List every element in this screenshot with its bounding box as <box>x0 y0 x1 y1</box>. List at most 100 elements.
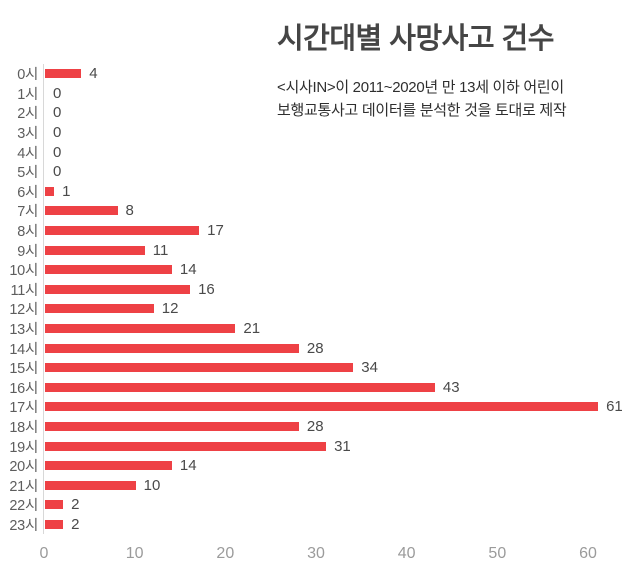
bar-area: 14 <box>43 259 634 280</box>
value-label: 0 <box>53 124 62 142</box>
value-label: 12 <box>161 300 179 318</box>
chart-subtitle-line2: 보행교통사고 데이터를 분석한 것을 토대로 제작 <box>277 101 567 119</box>
bar <box>45 421 299 431</box>
chart-row: 23시 2 <box>0 514 634 535</box>
bar-area: 0 <box>43 142 634 162</box>
chart-rows: 0시 4 1시 0 2시 0 3시 0 4시 0 5시 0 6시 1 7시 8 8시 17 9시 11 10시 14 11시… <box>0 64 634 535</box>
bar-area: 2 <box>43 514 634 535</box>
category-label: 6시 <box>17 184 38 201</box>
bar-area: 21 <box>43 318 634 339</box>
value-label: 10 <box>143 476 161 494</box>
bar-area: 16 <box>43 279 634 300</box>
bar-area: 12 <box>43 299 634 319</box>
category-label: 14시 <box>9 341 38 358</box>
bar <box>45 363 354 373</box>
x-tick-label: 0 <box>39 545 49 562</box>
bar-area: 28 <box>43 338 634 358</box>
chart-row: 20시 14 <box>0 455 634 476</box>
value-label: 0 <box>53 163 62 181</box>
chart-row: 10시 14 <box>0 259 634 280</box>
bar <box>45 343 299 353</box>
category-label: 11시 <box>10 282 39 299</box>
bar <box>45 304 154 314</box>
bar <box>45 284 191 294</box>
bar-area: 2 <box>43 495 634 515</box>
value-label: 2 <box>71 496 80 514</box>
x-axis: 0 10 20 30 40 50 60 <box>40 545 604 567</box>
chart-row: 18시 28 <box>0 416 634 437</box>
category-label: 12시 <box>9 302 38 319</box>
bar <box>45 500 64 510</box>
bar-area: 0 <box>43 122 634 143</box>
bar-area: 31 <box>43 436 634 456</box>
value-label: 28 <box>306 339 324 357</box>
chart-row: 11시 16 <box>0 279 634 300</box>
chart-row: 4시 0 <box>0 142 634 162</box>
value-label: 31 <box>334 437 351 455</box>
bar <box>45 402 599 412</box>
x-tick-label: 60 <box>579 545 597 562</box>
value-label: 28 <box>306 417 324 435</box>
chart-row: 19시 31 <box>0 436 634 456</box>
category-label: 23시 <box>9 517 38 534</box>
bar <box>45 206 118 216</box>
value-label: 34 <box>361 359 378 377</box>
value-label: 43 <box>442 378 460 396</box>
value-label: 1 <box>62 182 71 200</box>
category-label: 16시 <box>9 380 38 397</box>
category-label: 8시 <box>17 224 38 241</box>
bar <box>45 226 200 236</box>
bar-area: 34 <box>43 357 634 378</box>
x-tick-label: 30 <box>307 545 325 562</box>
bar-area: 0 <box>43 161 634 182</box>
chart-row: 2시 0 <box>0 103 634 123</box>
bar <box>45 519 64 529</box>
chart-row: 15시 34 <box>0 357 634 378</box>
value-label: 21 <box>243 320 261 338</box>
chart-subtitle: <시사IN>이 2011~2020년 만 13세 이하 어린이 보행교통사고 데… <box>277 76 627 122</box>
bar <box>45 186 55 196</box>
value-label: 16 <box>198 280 215 298</box>
value-label: 0 <box>53 104 62 122</box>
chart-row: 8시 17 <box>0 220 634 241</box>
chart-row: 22시 2 <box>0 495 634 515</box>
x-tick-label: 40 <box>397 545 416 562</box>
bar <box>45 265 172 275</box>
chart-row: 13시 21 <box>0 318 634 339</box>
category-label: 17시 <box>9 400 38 417</box>
value-label: 0 <box>53 143 62 161</box>
category-label: 0시 <box>17 67 38 84</box>
bar <box>45 69 82 79</box>
chart-row: 1시 0 <box>0 83 634 104</box>
category-label: 13시 <box>9 322 38 339</box>
bar <box>45 324 236 334</box>
chart-row: 12시 12 <box>0 299 634 319</box>
value-label: 2 <box>71 515 80 533</box>
bar-area: 28 <box>43 416 634 437</box>
chart-row: 21시 10 <box>0 475 634 496</box>
category-label: 15시 <box>9 361 38 378</box>
category-label: 4시 <box>17 145 38 162</box>
x-tick-label: 20 <box>216 545 235 562</box>
chart-row: 3시 0 <box>0 122 634 143</box>
bar-area: 17 <box>43 220 634 241</box>
value-label: 14 <box>179 261 197 279</box>
bar <box>45 382 435 392</box>
chart-subtitle-line1: <시사IN>이 2011~2020년 만 13세 이하 어린이 <box>277 78 564 96</box>
chart-header: 시간대별 사망사고 건수 <시사IN>이 2011~2020년 만 13세 이하… <box>277 23 627 122</box>
value-label: 0 <box>53 84 62 102</box>
category-label: 20시 <box>9 459 38 476</box>
value-label: 4 <box>89 65 98 83</box>
value-label: 11 <box>152 241 169 259</box>
chart-row: 0시 4 <box>0 64 634 84</box>
category-label: 9시 <box>17 243 38 260</box>
bar-area: 0 <box>43 103 634 123</box>
value-label: 14 <box>179 457 197 475</box>
category-label: 18시 <box>9 419 38 436</box>
chart-title: 시간대별 사망사고 건수 <box>277 23 554 55</box>
category-label: 3시 <box>17 126 38 143</box>
category-label: 1시 <box>17 86 38 103</box>
bar-area: 43 <box>43 377 634 398</box>
category-label: 21시 <box>9 478 38 495</box>
